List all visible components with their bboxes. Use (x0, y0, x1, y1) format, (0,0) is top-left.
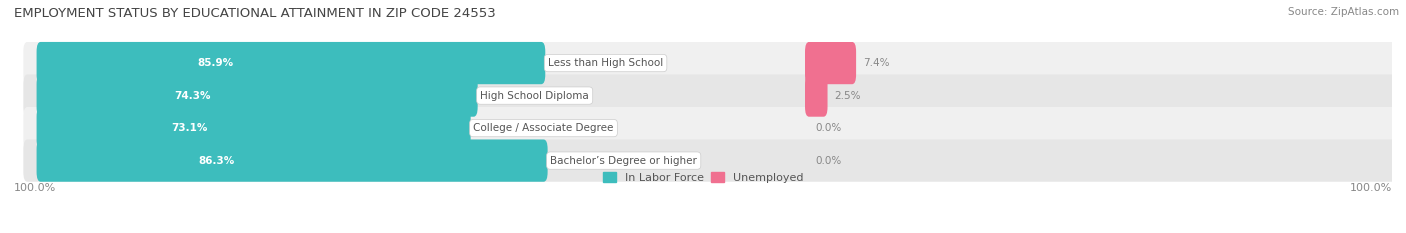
Text: 0.0%: 0.0% (815, 123, 842, 133)
Text: 74.3%: 74.3% (174, 91, 211, 101)
Text: Source: ZipAtlas.com: Source: ZipAtlas.com (1288, 7, 1399, 17)
Text: College / Associate Degree: College / Associate Degree (474, 123, 613, 133)
FancyBboxPatch shape (37, 75, 478, 117)
Text: 100.0%: 100.0% (1350, 183, 1392, 193)
FancyBboxPatch shape (806, 75, 828, 117)
Text: 85.9%: 85.9% (198, 58, 233, 68)
Text: 7.4%: 7.4% (863, 58, 889, 68)
FancyBboxPatch shape (24, 107, 1406, 149)
Text: EMPLOYMENT STATUS BY EDUCATIONAL ATTAINMENT IN ZIP CODE 24553: EMPLOYMENT STATUS BY EDUCATIONAL ATTAINM… (14, 7, 496, 20)
FancyBboxPatch shape (24, 140, 1406, 182)
FancyBboxPatch shape (24, 42, 1406, 84)
Text: Bachelor’s Degree or higher: Bachelor’s Degree or higher (550, 156, 697, 166)
Text: 73.1%: 73.1% (172, 123, 208, 133)
Text: High School Diploma: High School Diploma (481, 91, 589, 101)
Text: 0.0%: 0.0% (815, 156, 842, 166)
FancyBboxPatch shape (24, 75, 1406, 117)
FancyBboxPatch shape (37, 107, 471, 149)
Text: 100.0%: 100.0% (14, 183, 56, 193)
FancyBboxPatch shape (37, 140, 547, 182)
Text: 86.3%: 86.3% (198, 156, 235, 166)
FancyBboxPatch shape (37, 42, 546, 84)
Text: 2.5%: 2.5% (834, 91, 860, 101)
FancyBboxPatch shape (806, 42, 856, 84)
Text: Less than High School: Less than High School (548, 58, 664, 68)
Legend: In Labor Force, Unemployed: In Labor Force, Unemployed (598, 168, 808, 187)
